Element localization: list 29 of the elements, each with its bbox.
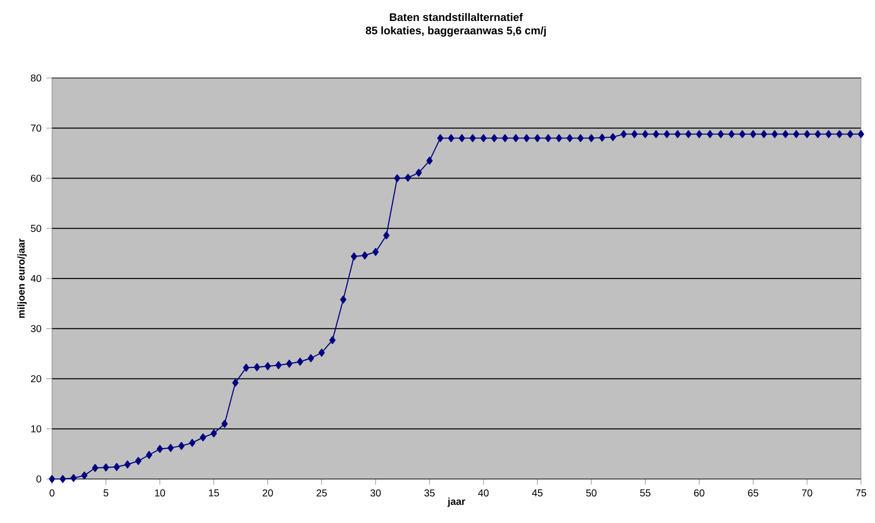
chart-title: Baten standstillalternatief [390, 13, 523, 22]
x-tick-label: 30 [370, 489, 381, 496]
x-tick-label: 10 [155, 489, 166, 496]
y-axis-title: miljoen euro/jaar [17, 238, 27, 318]
y-tick-label: 60 [30, 174, 42, 182]
y-tick-label: 30 [30, 325, 42, 332]
y-tick-label: 40 [30, 274, 42, 282]
x-tick-label: 40 [478, 489, 489, 496]
y-tick-label: 50 [30, 224, 42, 232]
x-tick-label: 65 [748, 489, 758, 496]
x-tick-label: 5 [104, 489, 108, 496]
x-tick-label: 75 [856, 489, 866, 496]
x-tick-label: 70 [802, 489, 812, 496]
x-tick-label: 45 [532, 489, 543, 496]
x-tick-label: 50 [586, 489, 596, 496]
y-tick-label: 0 [36, 475, 42, 483]
y-tick-label: 20 [30, 375, 42, 382]
x-tick-label: 55 [640, 489, 650, 496]
y-tick-label: 80 [30, 74, 42, 82]
x-tick-label: 35 [424, 489, 435, 496]
x-tick-label: 25 [316, 489, 327, 496]
x-tick-label: 0 [50, 489, 54, 496]
y-tick-label: 10 [31, 425, 42, 432]
x-tick-label: 15 [208, 489, 219, 496]
y-tick-label: 70 [31, 124, 42, 132]
chart-subtitle: 85 lokaties, baggeraanwas 5,6 cm/j [366, 26, 546, 37]
x-tick-label: 20 [262, 489, 273, 496]
x-axis-title: jaar [447, 498, 466, 507]
x-tick-label: 60 [694, 489, 704, 496]
